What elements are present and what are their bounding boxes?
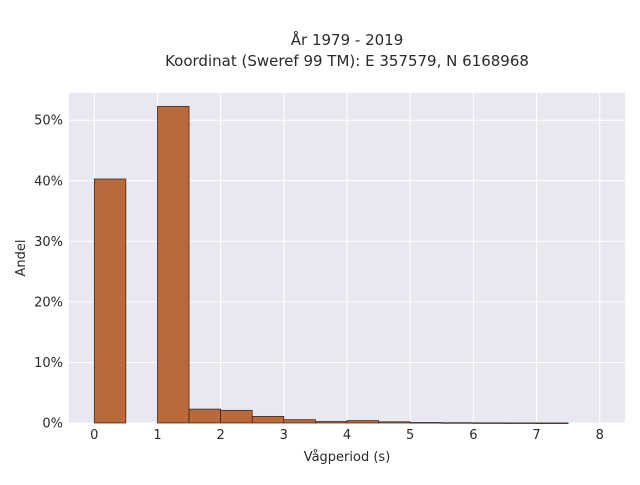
x-tick-label-5: 5 (406, 428, 414, 443)
bar-3 (188, 408, 221, 424)
bar-11 (441, 422, 474, 424)
x-tick-label-0: 0 (90, 428, 98, 443)
y-tick-labels: 0% 10% 20% 30% 40% 50% (34, 114, 63, 432)
bar-14 (536, 422, 569, 424)
chart-title-line2: Koordinat (Sweref 99 TM): E 357579, N 61… (165, 52, 529, 70)
bar-8 (346, 420, 379, 424)
x-tick-label-8: 8 (596, 428, 604, 443)
bar-5 (251, 415, 285, 424)
x-tick-label-7: 7 (532, 428, 540, 443)
y-axis-title: Andel (14, 240, 29, 277)
x-tick-labels: 0 1 2 3 4 5 6 7 8 (90, 428, 604, 443)
bar-13 (504, 422, 537, 424)
x-tick-label-2: 2 (216, 428, 224, 443)
y-tick-label-0: 0% (42, 417, 63, 432)
bar-2 (157, 105, 190, 424)
y-tick-label-4: 40% (34, 174, 63, 189)
bar-0 (93, 178, 127, 424)
bar-12 (473, 422, 506, 424)
y-tick-label-1: 10% (34, 356, 63, 371)
x-tick-label-1: 1 (153, 428, 161, 443)
x-tick-label-3: 3 (280, 428, 288, 443)
bars (93, 105, 569, 424)
bar-7 (315, 421, 348, 424)
x-tick-label-4: 4 (343, 428, 351, 443)
y-tick-label-5: 50% (34, 114, 63, 129)
chart-title-line1: År 1979 - 2019 (291, 30, 404, 49)
bar-4 (220, 409, 253, 424)
x-axis-title: Vågperiod (s) (304, 450, 391, 465)
y-tick-label-3: 30% (34, 235, 63, 250)
bar-6 (283, 419, 316, 424)
y-tick-label-2: 20% (34, 295, 63, 310)
bar-10 (409, 422, 443, 424)
x-tick-label-6: 6 (469, 428, 477, 443)
bar-9 (378, 421, 411, 424)
